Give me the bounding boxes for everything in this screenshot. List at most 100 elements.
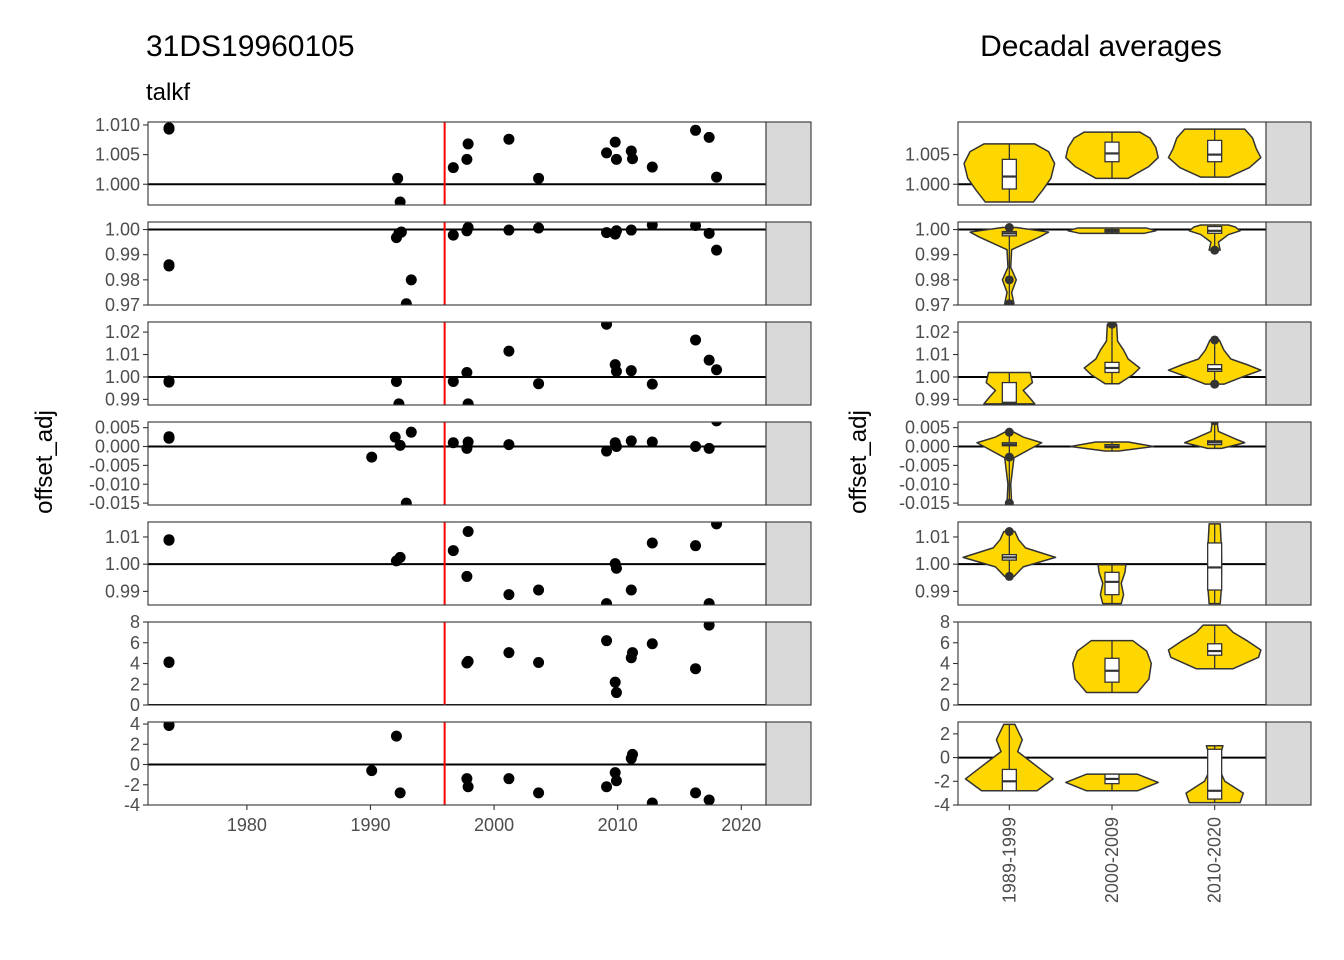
left-strip-bg-oxygen <box>765 221 812 306</box>
data-point-tco2-6 <box>462 781 474 793</box>
data-point-talk-11 <box>646 638 658 650</box>
data-point-nitrate-4 <box>447 162 459 174</box>
left-ytick-label-tco2-3: 2 <box>130 734 140 754</box>
category-label-1989-1999: 1989-1999 <box>999 817 1019 903</box>
data-point-oxygen-17 <box>690 222 702 232</box>
data-point-oxygen-16 <box>646 222 658 231</box>
data-point-tco2-10 <box>609 767 621 779</box>
right-strip-tco2: tco2 <box>1265 721 1312 806</box>
left-strip-oxygen: oxygen <box>765 221 812 306</box>
box-outlier-oxygen-0-2 <box>1004 275 1014 285</box>
left-ytick-label-phosphate-1: 1.00 <box>105 367 140 387</box>
left-ytick-label-talk-4: 8 <box>130 612 140 632</box>
x-tick-label-3: 2010 <box>598 815 638 835</box>
data-point-silicate-6 <box>462 526 474 538</box>
left-ytick-label-salinity-2: -0.005 <box>89 455 140 475</box>
data-point-salinity-10 <box>503 439 515 451</box>
data-point-salinity-6 <box>405 426 417 438</box>
violin-panel-content-phosphate <box>958 322 1266 405</box>
data-point-salinity-4 <box>394 439 406 451</box>
violin-panel-content-talk <box>958 624 1266 705</box>
violin-panel-content-salinity <box>958 422 1266 505</box>
right-ytick-label-tco2-0: -4 <box>934 795 950 815</box>
data-point-salinity-11 <box>601 445 613 457</box>
data-point-phosphate-2 <box>390 375 402 387</box>
data-point-tco2-9 <box>601 781 613 793</box>
left-strip-salinity: salinity <box>765 421 812 506</box>
scatter-panel-content-salinity <box>148 422 766 505</box>
data-point-talk-5 <box>533 656 545 668</box>
data-point-nitrate-11 <box>610 153 622 165</box>
scatter-panel-nitrate: 1.000 1.005 1.010 nitrate <box>95 115 812 206</box>
scatter-panel-border-salinity <box>147 421 767 506</box>
left-ytick-label-phosphate-0: 0.99 <box>105 389 140 409</box>
right-ytick-label-talk-3: 6 <box>940 633 950 653</box>
data-point-nitrate-10 <box>609 136 621 148</box>
right-strip-talk: talk <box>1265 621 1312 706</box>
data-point-tco2-13 <box>627 748 639 760</box>
left-ytick-label-tco2-1: -2 <box>124 775 140 795</box>
right-ytick-label-oxygen-0: 0.97 <box>915 295 950 315</box>
data-point-salinity-13 <box>610 441 622 453</box>
data-point-silicate-3 <box>394 551 406 563</box>
violin-panel-content-silicate <box>958 523 1266 605</box>
right-ytick-label-nitrate-0: 1.000 <box>905 174 950 194</box>
data-point-oxygen-19 <box>711 244 723 256</box>
data-point-talk-8 <box>610 687 622 699</box>
data-point-phosphate-15 <box>703 354 715 366</box>
right-strip-nitrate: nitrate <box>1265 121 1312 206</box>
box-phosphate-2010-2020 <box>1207 363 1223 373</box>
x-tick-label-2: 2000 <box>474 815 514 835</box>
right-ytick-label-phosphate-0: 0.99 <box>915 389 950 409</box>
category-label-2010-2020: 2010-2020 <box>1205 817 1225 903</box>
box-outlier-phosphate-2-1 <box>1210 335 1220 345</box>
data-point-phosphate-1 <box>163 375 175 387</box>
right-strip-silicate: silicate <box>1265 521 1312 606</box>
box-outlier-oxygen-0-1 <box>1004 299 1014 305</box>
left-ytick-label-oxygen-1: 0.98 <box>105 270 140 290</box>
data-point-nitrate-8 <box>533 172 545 184</box>
violin-panel-content-tco2 <box>958 723 1266 804</box>
right-ytick-label-talk-2: 4 <box>940 654 950 674</box>
left-strip-bg-salinity <box>765 421 812 506</box>
right-strip-bg-nitrate <box>1265 121 1312 206</box>
left-strip-tco2: tco2 <box>765 721 812 806</box>
data-point-phosphate-5 <box>461 366 473 378</box>
data-point-oxygen-11 <box>533 222 545 234</box>
box-outlier-phosphate-2-0 <box>1210 379 1220 389</box>
data-point-nitrate-15 <box>690 124 702 136</box>
data-point-talk-13 <box>703 622 715 631</box>
box-nitrate-2010-2020 <box>1207 139 1223 163</box>
right-ytick-label-nitrate-1: 1.005 <box>905 145 950 165</box>
violin-panel-phosphate: 0.991.001.01 1.02 phosphate <box>915 321 1312 409</box>
right-strip-bg-phosphate <box>1265 321 1312 406</box>
data-point-salinity-3 <box>389 431 401 443</box>
box-outlier-silicate-0-1 <box>1004 527 1014 537</box>
data-point-phosphate-13 <box>646 378 658 390</box>
right-ytick-label-salinity-3: 0.000 <box>905 437 950 457</box>
violin-panel-nitrate: 1.000 1.005 nitrate <box>905 121 1312 206</box>
data-point-talk-4 <box>503 647 515 659</box>
left-strip-bg-talk <box>765 621 812 706</box>
box-tco2-2010-2020 <box>1207 748 1223 800</box>
left-ytick-label-silicate-2: 1.01 <box>105 527 140 547</box>
right-violin-panels: 1.0001.005nitrate0.970.980.991.00oxygen0… <box>899 121 1312 903</box>
box-nitrate-1989-1999 <box>1001 158 1017 190</box>
data-point-tco2-3 <box>390 730 402 742</box>
box-outlier-salinity-0-1 <box>1004 452 1014 462</box>
left-ytick-label-oxygen-2: 0.99 <box>105 245 140 265</box>
left-ytick-label-salinity-3: 0.000 <box>95 437 140 457</box>
left-strip-phosphate: phosphate <box>765 321 812 406</box>
left-ytick-label-talk-0: 0 <box>130 695 140 715</box>
data-point-salinity-18 <box>711 422 722 427</box>
data-point-phosphate-3 <box>393 398 405 405</box>
data-point-talk-12 <box>690 663 702 675</box>
data-point-silicate-5 <box>461 570 473 582</box>
scatter-panel-border-talk <box>147 621 767 706</box>
box-outlier-salinity-2-0 <box>1210 422 1220 426</box>
left-ytick-label-nitrate-2: 1.010 <box>95 115 140 135</box>
data-point-salinity-16 <box>690 441 702 453</box>
